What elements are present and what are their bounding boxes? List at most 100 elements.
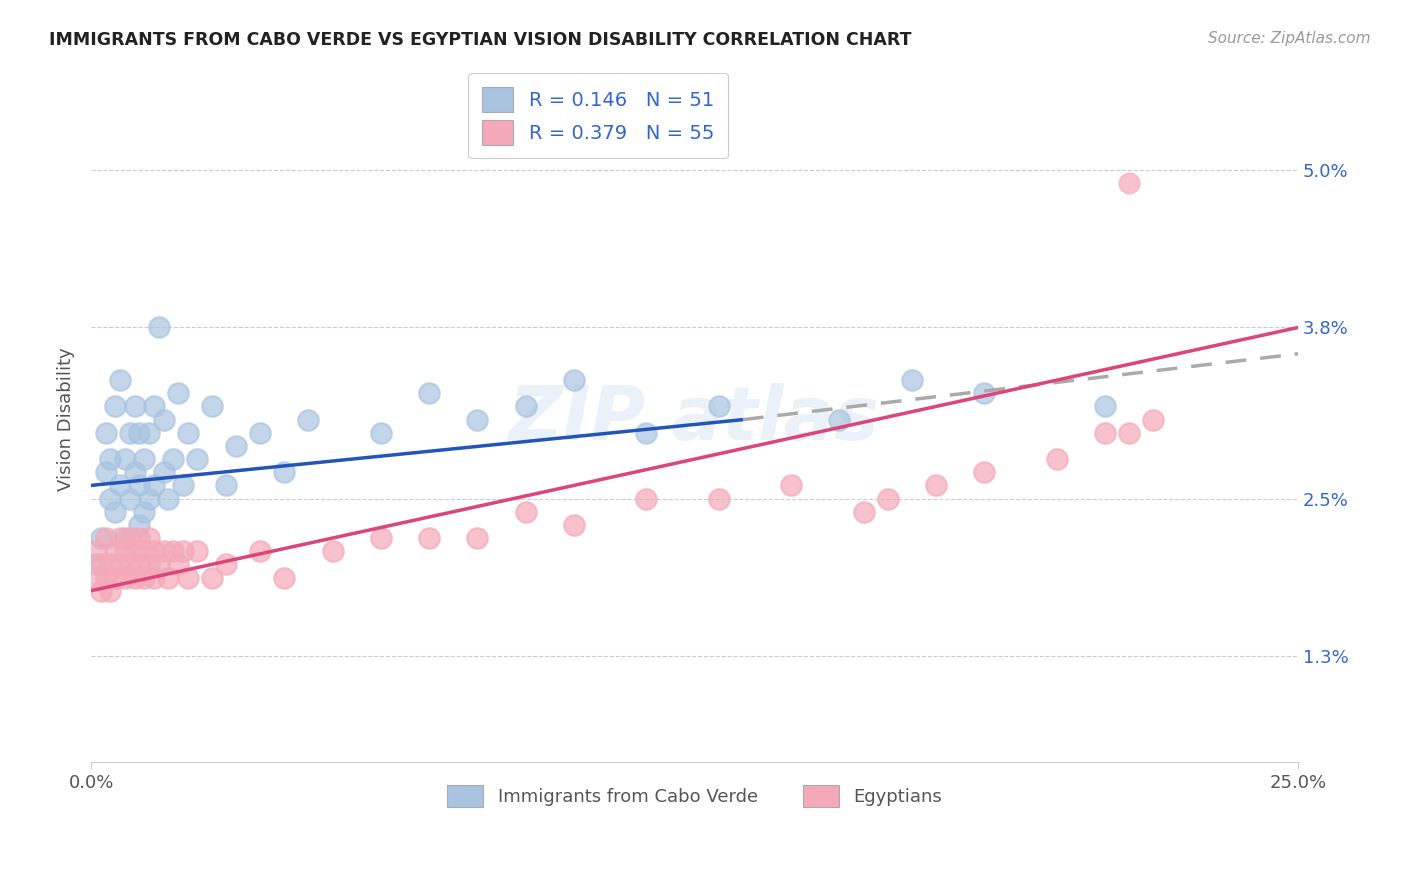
Point (162, 544, 184, 558)
Point (876, 491, 898, 506)
Point (104, 400, 127, 414)
Point (94, 531, 117, 545)
Point (94, 570, 117, 584)
Point (707, 400, 730, 414)
Point (128, 425, 150, 440)
Text: Source: ZipAtlas.com: Source: ZipAtlas.com (1208, 31, 1371, 46)
Point (138, 531, 160, 545)
Point (118, 491, 141, 506)
Point (157, 491, 180, 506)
Point (148, 320, 170, 334)
Point (249, 544, 271, 558)
Point (134, 452, 156, 467)
Point (108, 478, 131, 492)
Point (114, 452, 136, 467)
Point (562, 373, 585, 387)
Point (515, 505, 537, 519)
Point (104, 505, 127, 519)
Point (104, 544, 127, 558)
Point (370, 531, 392, 545)
Point (108, 531, 131, 545)
Point (128, 478, 150, 492)
Point (148, 558, 170, 572)
Point (118, 531, 141, 545)
Point (134, 505, 156, 519)
Point (84, 558, 107, 572)
Point (90, 531, 112, 545)
Point (186, 544, 208, 558)
Point (1094, 400, 1116, 414)
Point (780, 478, 803, 492)
Point (186, 452, 208, 467)
Point (215, 478, 238, 492)
Point (515, 400, 537, 414)
Point (828, 412, 851, 426)
Point (138, 558, 160, 572)
Point (84, 544, 107, 558)
Point (925, 478, 948, 492)
Point (215, 558, 238, 572)
Point (134, 570, 156, 584)
Point (138, 491, 160, 506)
Point (134, 544, 156, 558)
Point (297, 412, 319, 426)
Legend: Immigrants from Cabo Verde, Egyptians: Immigrants from Cabo Verde, Egyptians (440, 778, 949, 814)
Point (100, 558, 122, 572)
Point (852, 505, 875, 519)
Point (90, 558, 112, 572)
Point (128, 558, 150, 572)
Point (124, 544, 146, 558)
Point (562, 517, 585, 532)
Point (108, 558, 131, 572)
Point (114, 531, 136, 545)
Point (138, 425, 160, 440)
Point (128, 531, 150, 545)
Point (124, 570, 146, 584)
Point (901, 373, 924, 387)
Text: IMMIGRANTS FROM CABO VERDE VS EGYPTIAN VISION DISABILITY CORRELATION CHART: IMMIGRANTS FROM CABO VERDE VS EGYPTIAN V… (49, 31, 911, 49)
Point (636, 425, 658, 440)
Point (162, 452, 184, 467)
Point (124, 465, 146, 479)
Point (152, 465, 174, 479)
Point (172, 544, 194, 558)
Point (167, 386, 190, 401)
Point (225, 439, 247, 453)
Point (167, 558, 190, 572)
Point (114, 570, 136, 584)
Point (90, 583, 112, 598)
Point (118, 558, 141, 572)
Point (707, 491, 730, 506)
Point (1094, 425, 1116, 440)
Point (152, 412, 174, 426)
Point (273, 570, 295, 584)
Point (973, 386, 995, 401)
Point (152, 544, 174, 558)
Point (142, 570, 165, 584)
Point (973, 465, 995, 479)
Point (128, 517, 150, 532)
Point (142, 544, 165, 558)
Point (370, 425, 392, 440)
Point (114, 544, 136, 558)
Point (157, 570, 180, 584)
Point (636, 491, 658, 506)
Point (273, 465, 295, 479)
Point (94, 425, 117, 440)
Point (100, 452, 122, 467)
Point (177, 425, 200, 440)
Point (104, 570, 127, 584)
Point (1118, 176, 1140, 190)
Point (418, 531, 440, 545)
Point (1142, 412, 1164, 426)
Point (249, 425, 271, 440)
Point (172, 478, 194, 492)
Point (322, 544, 344, 558)
Point (108, 373, 131, 387)
Point (100, 491, 122, 506)
Point (100, 583, 122, 598)
Point (467, 412, 489, 426)
Text: ZIP atlas: ZIP atlas (509, 383, 880, 456)
Point (467, 531, 489, 545)
Point (177, 570, 200, 584)
